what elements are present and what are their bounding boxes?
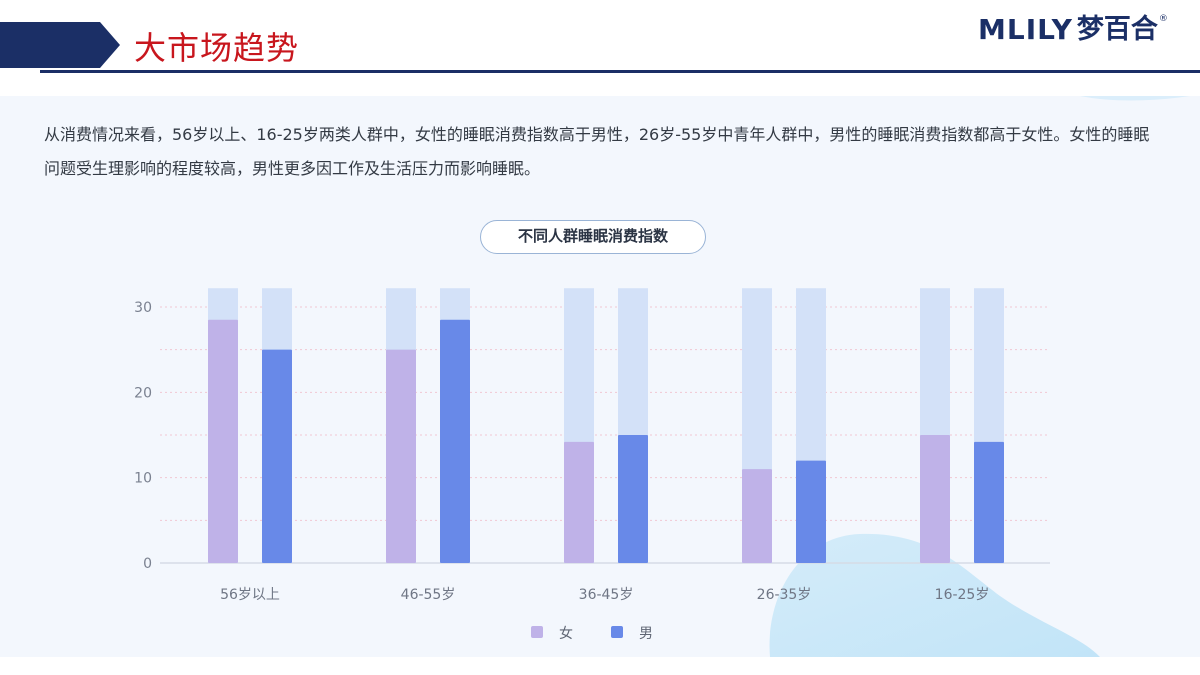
y-tick-label: 20 <box>134 385 152 401</box>
bar-male <box>796 460 826 563</box>
legend-label: 女 <box>559 625 573 642</box>
bar-male <box>974 441 1004 563</box>
logo-chinese-text: 梦百合 <box>1076 14 1158 45</box>
bar-male <box>440 319 470 563</box>
intro-paragraph: 从消费情况来看，56岁以上、16-25岁两类人群中，女性的睡眠消费指数高于男性，… <box>44 125 1150 178</box>
x-tick-label: 36-45岁 <box>579 587 634 603</box>
bar-female <box>208 319 238 563</box>
y-tick-label: 0 <box>143 556 152 572</box>
bar-female <box>920 435 950 563</box>
y-tick-label: 30 <box>134 300 152 316</box>
logo-latin-text: MLILY <box>978 13 1073 46</box>
legend-swatch <box>611 626 623 638</box>
registered-mark: ® <box>1158 14 1168 24</box>
bar-female <box>386 349 416 563</box>
x-tick-label: 16-25岁 <box>935 587 990 603</box>
bar-female <box>742 469 772 563</box>
header-bar: 大市场趋势 MLILY 梦百合 ® <box>0 0 1200 96</box>
bar-female <box>564 441 594 563</box>
x-tick-label: 56岁以上 <box>220 587 280 603</box>
header-divider <box>40 70 1200 73</box>
brand-logo: MLILY 梦百合 ® <box>978 10 1168 46</box>
x-tick-label: 26-35岁 <box>757 587 812 603</box>
page-title: 大市场趋势 <box>134 29 300 67</box>
x-tick-label: 46-55岁 <box>401 587 456 603</box>
bar-male <box>618 435 648 563</box>
legend-label: 男 <box>639 626 653 642</box>
chart-title: 不同人群睡眠消费指数 <box>480 220 706 254</box>
legend-swatch <box>531 626 543 638</box>
bar-male <box>262 349 292 563</box>
bottom-strip <box>0 657 1200 675</box>
decorative-blob <box>769 96 1190 657</box>
title-arrow-shape <box>0 22 120 68</box>
y-tick-label: 10 <box>134 471 152 487</box>
